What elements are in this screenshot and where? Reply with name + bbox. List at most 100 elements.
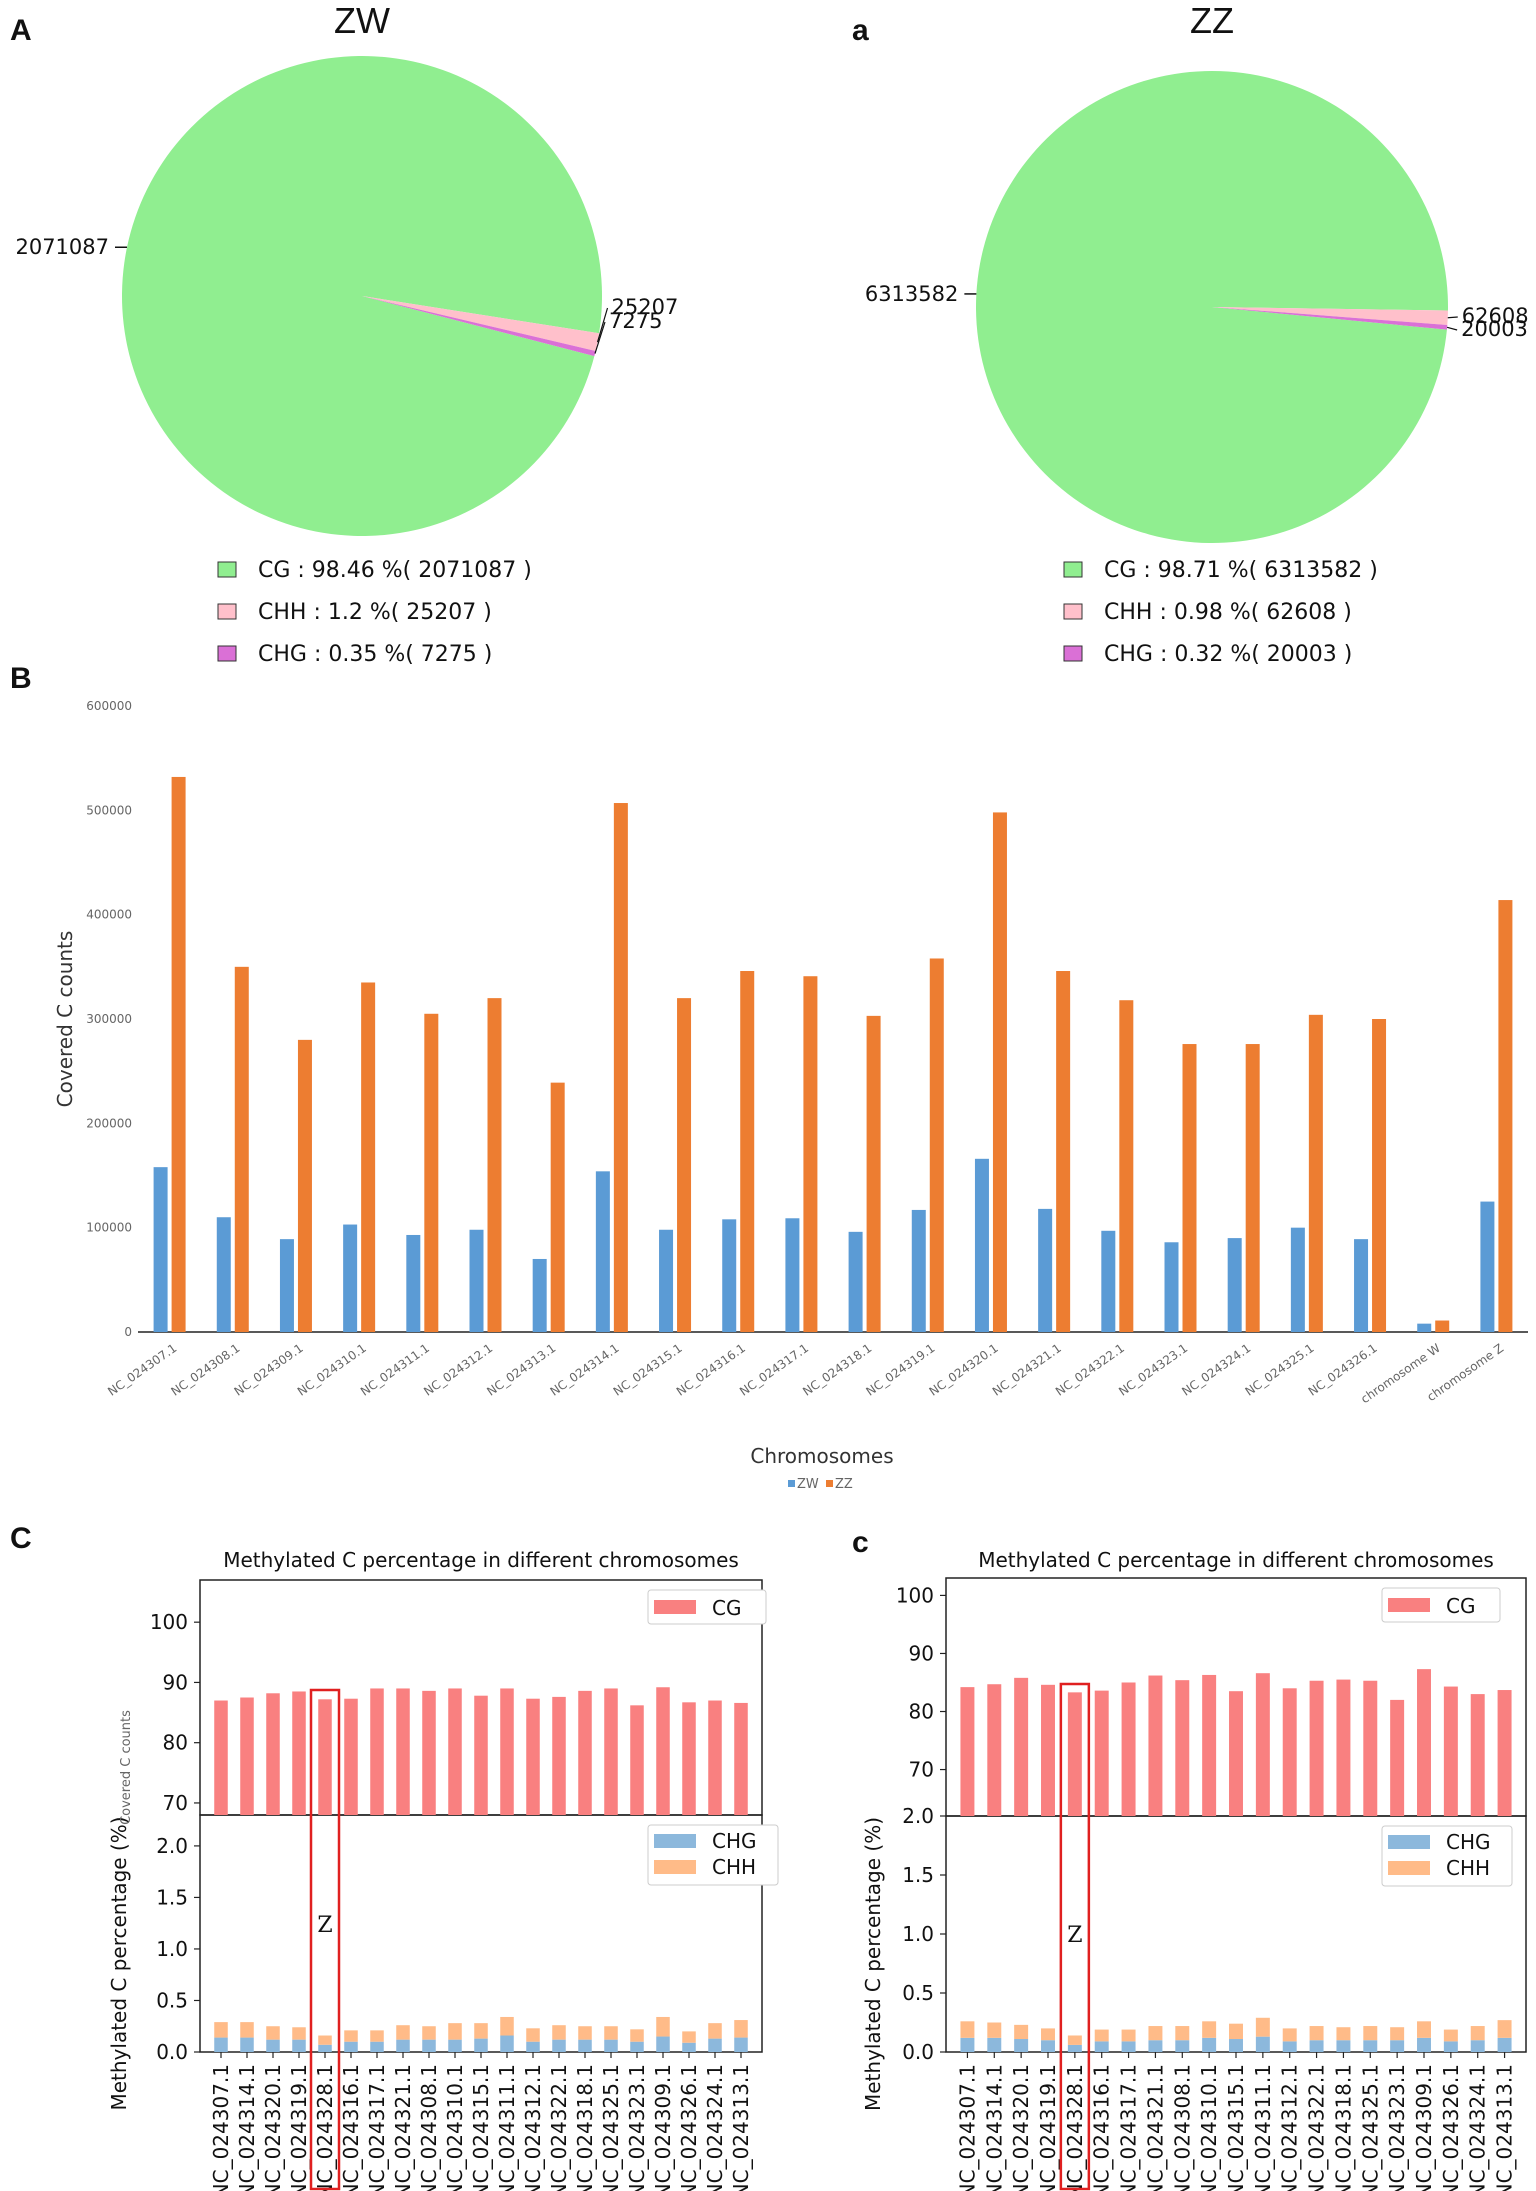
bar-zw-chromosome-w (1417, 1323, 1432, 1332)
bar-cg-nc-024311-1 (500, 1688, 514, 1815)
bar-zw-nc-024324-1 (1227, 1238, 1242, 1332)
bar-chh-nc-024316-1 (344, 2030, 358, 2042)
x-tick-label: NC_024317.1 (737, 1341, 811, 1399)
y-tick-label: 100 (896, 1583, 934, 1607)
legend-swatch-chg (654, 1834, 696, 1848)
bar-chh-nc-024319-1 (292, 2027, 306, 2040)
highlight-label: Z (317, 1913, 332, 1938)
bar-chg-nc-024308-1 (1175, 2040, 1190, 2052)
bar-cg-nc-024321-1 (1148, 1675, 1163, 1816)
bar-zz-nc-024317-1 (803, 976, 818, 1332)
x-tick-label: NC_024324.1 (703, 2064, 727, 2191)
legend-label-chh: CHH : 1.2 %( 25207 ) (258, 600, 492, 625)
y-axis-label: Covered C counts (53, 931, 77, 1108)
ghost-axis-label: Covered C counts (119, 1710, 134, 1825)
bar-chg-nc-024309-1 (656, 2036, 670, 2052)
x-tick-label: NC_024326.1 (677, 2064, 701, 2191)
bar-cg-nc-024308-1 (1175, 1680, 1190, 1816)
panel-letter-c: c (852, 1526, 869, 1559)
y-tick-label: 1.0 (156, 1937, 188, 1961)
bar-zw-nc-024320-1 (974, 1158, 989, 1332)
bar-cg-nc-024310-1 (448, 1688, 462, 1815)
x-tick-label: NC_024315.1 (1224, 2064, 1248, 2191)
bar-cg-nc-024309-1 (656, 1687, 670, 1815)
bar-cg-nc-024324-1 (1470, 1694, 1485, 1816)
bar-chh-nc-024321-1 (1148, 2026, 1163, 2041)
bar-chh-nc-024323-1 (1390, 2027, 1405, 2041)
bar-zz-nc-024326-1 (1372, 1019, 1387, 1332)
bar-zz-nc-024311-1 (424, 1013, 439, 1332)
y-tick-label: 0.5 (156, 1988, 188, 2012)
x-tick-label: NC_024307.1 (105, 1341, 179, 1399)
methylation-chart-zz: Methylated C percentage in different chr… (861, 1548, 1527, 2191)
pie-label-chg: 7275 (609, 309, 662, 333)
bar-chh-nc-024310-1 (1202, 2021, 1217, 2038)
panel-letter-C: C (10, 1522, 32, 1555)
bar-zz-nc-024310-1 (361, 982, 376, 1332)
bar-chh-nc-024313-1 (734, 2020, 748, 2038)
pie-label-cg: 6313582 (865, 282, 959, 306)
bar-cg-nc-024321-1 (396, 1688, 410, 1815)
bar-cg-nc-024323-1 (630, 1705, 644, 1815)
legend-swatch-chh (1063, 603, 1083, 620)
bar-chg-nc-024328-1 (1067, 2044, 1082, 2052)
y-tick-label: 100 (150, 1610, 188, 1634)
x-tick-label: NC_024320.1 (927, 1341, 1001, 1399)
bar-cg-nc-024315-1 (474, 1695, 488, 1815)
x-tick-label: NC_024317.1 (1117, 2064, 1141, 2191)
x-tick-label: NC_024317.1 (365, 2064, 389, 2191)
bar-chh-nc-024325-1 (1363, 2026, 1378, 2041)
bar-chh-nc-024324-1 (1470, 2026, 1485, 2041)
bar-cg-nc-024307-1 (214, 1700, 228, 1815)
bar-chg-nc-024315-1 (1229, 2039, 1243, 2052)
bar-zz-nc-024324-1 (1245, 1044, 1260, 1332)
bar-zw-nc-024315-1 (659, 1229, 674, 1332)
x-tick-label: NC_024311.1 (358, 1341, 432, 1399)
bar-cg-nc-024316-1 (344, 1698, 358, 1815)
legend-swatch-cg (1388, 1598, 1430, 1612)
bar-chh-nc-024325-1 (604, 2026, 618, 2040)
bar-chh-nc-024322-1 (1309, 2026, 1324, 2041)
bar-cg-nc-024309-1 (1417, 1669, 1431, 1816)
bar-zz-nc-024312-1 (487, 998, 502, 1332)
legend-swatch-cg (654, 1600, 696, 1614)
bar-chg-nc-024307-1 (214, 2037, 228, 2052)
bar-cg-nc-024310-1 (1202, 1674, 1217, 1816)
y-tick-label: 80 (909, 1700, 934, 1724)
pie-label-cg: 2071087 (15, 235, 109, 259)
legend-label-cg: CG : 98.46 %( 2071087 ) (258, 558, 532, 583)
bar-zz-nc-024323-1 (1182, 1044, 1197, 1332)
chart-title: Methylated C percentage in different chr… (223, 1548, 739, 1572)
y-tick-label: 90 (163, 1670, 188, 1694)
bar-zz-nc-024315-1 (677, 998, 692, 1332)
bar-zw-nc-024316-1 (722, 1219, 737, 1332)
bar-zz-nc-024307-1 (171, 776, 186, 1332)
bar-zz-nc-024316-1 (740, 971, 755, 1332)
x-tick-label: NC_024312.1 (521, 2064, 545, 2191)
covered-c-counts-chart: 0 100000 200000 300000 400000 500000 600000 NC_… (53, 699, 1528, 1492)
y-tick-label: 600000 (86, 699, 132, 713)
y-axis-label: Methylated C percentage (%) (107, 1816, 131, 2110)
bar-cg-nc-024323-1 (1390, 1699, 1405, 1816)
bar-zw-nc-024311-1 (406, 1234, 421, 1332)
x-tick-label: NC_024308.1 (1170, 2064, 1194, 2191)
legend-swatch-chg (1388, 1835, 1430, 1849)
bar-zw-chromosome-z (1480, 1201, 1495, 1332)
x-tick-label: NC_024318.1 (573, 2064, 597, 2191)
bar-chh-nc-024314-1 (240, 2022, 254, 2038)
bar-chh-nc-024314-1 (987, 2022, 1002, 2038)
bar-chh-nc-024309-1 (1417, 2021, 1431, 2038)
legend-label-cg: CG (712, 1596, 741, 1620)
bar-chh-nc-024326-1 (682, 2031, 696, 2043)
highlight-label: Z (1067, 1923, 1082, 1948)
bar-cg-nc-024328-1 (318, 1699, 332, 1815)
legend-swatch-chh (1388, 1861, 1430, 1875)
bar-zz-nc-024321-1 (1056, 971, 1071, 1332)
bar-cg-nc-024315-1 (1229, 1691, 1243, 1816)
y-tick-label: 0.0 (156, 2040, 188, 2064)
bar-chg-nc-024312-1 (526, 2041, 540, 2052)
bar-zz-nc-024314-1 (613, 803, 628, 1332)
bar-cg-nc-024316-1 (1094, 1690, 1109, 1816)
x-tick-label: NC_024315.1 (611, 1341, 685, 1399)
